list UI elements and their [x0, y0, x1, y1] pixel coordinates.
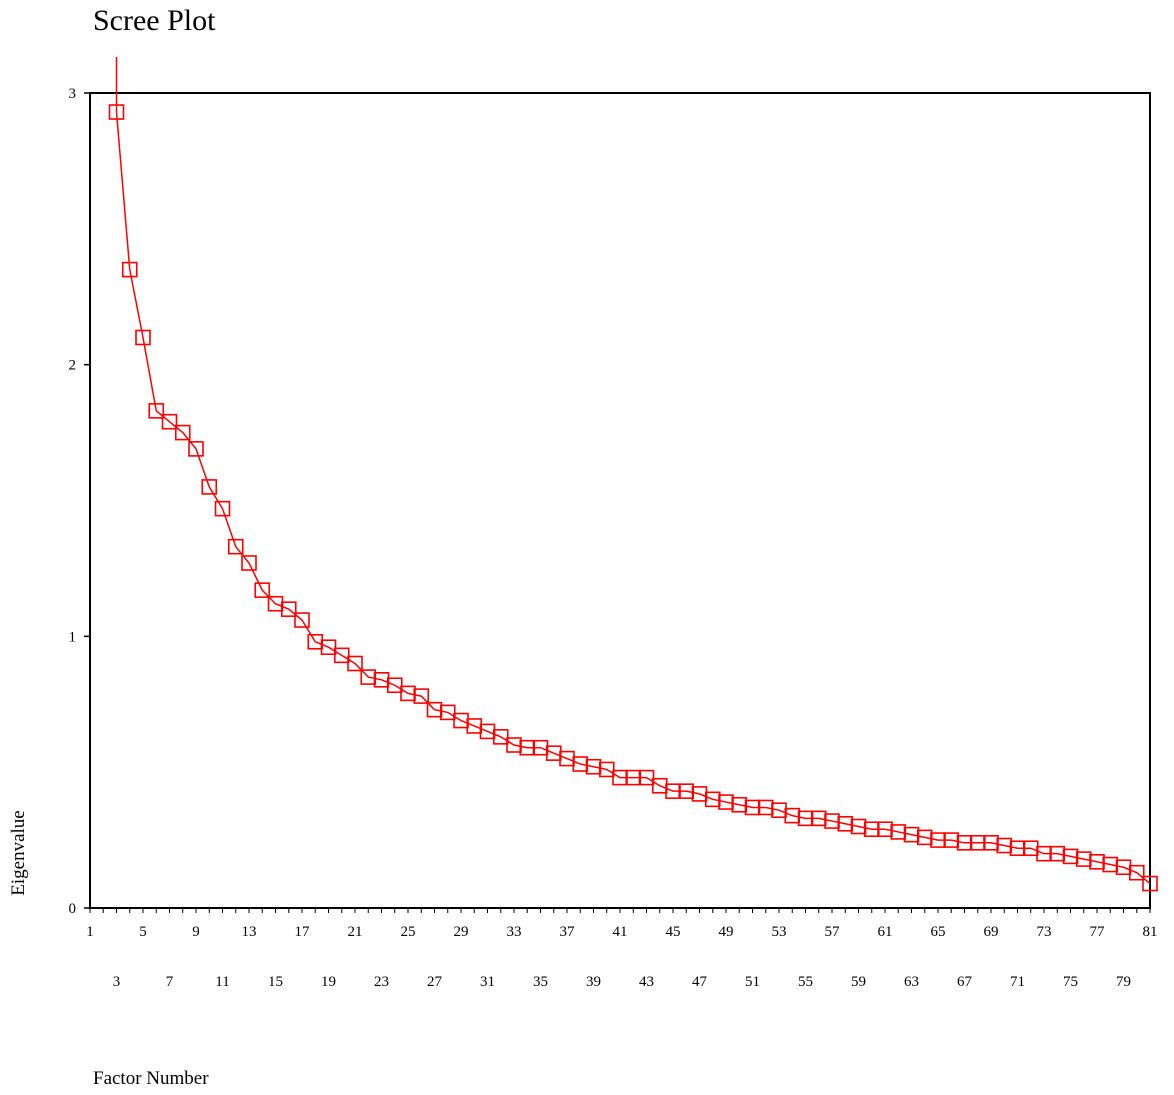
x-tick-label: 21 — [348, 924, 363, 940]
data-point-marker — [439, 704, 456, 721]
x-tick-label: 75 — [1063, 974, 1078, 990]
x-tick-label: 37 — [560, 924, 576, 940]
x-tick-label: 35 — [533, 974, 548, 990]
data-point-marker — [121, 261, 138, 278]
x-tick-label: 69 — [984, 924, 999, 940]
data-point-marker — [638, 769, 655, 786]
x-axis-label: Factor Number — [93, 1068, 209, 1089]
x-tick-label: 9 — [192, 924, 200, 940]
x-tick-label: 23 — [374, 974, 389, 990]
x-tick-label: 39 — [586, 974, 601, 990]
x-tick-label: 3 — [113, 974, 121, 990]
x-tick-label: 79 — [1116, 974, 1131, 990]
data-point-marker — [320, 639, 337, 656]
x-tick-label: 13 — [242, 924, 257, 940]
x-tick-label: 55 — [798, 974, 813, 990]
data-point-marker — [386, 677, 403, 694]
x-tick-label: 65 — [931, 924, 946, 940]
data-point-marker — [294, 612, 310, 628]
data-point-marker — [1128, 864, 1145, 881]
x-tick-label: 71 — [1010, 974, 1025, 990]
y-axis-ticks: 0 1 2 3 — [69, 86, 90, 917]
data-point-marker — [1142, 875, 1158, 892]
x-tick-label: 43 — [639, 974, 654, 990]
data-point-marker — [598, 761, 615, 778]
x-tick-label: 5 — [139, 924, 147, 940]
x-axis-ticks: 1 5 9 13 17 21 25 29 33 37 41 45 49 53 57 61 65 69 73 77 813… — [86, 908, 1158, 990]
data-point-marker — [333, 647, 350, 664]
data-point-marker — [135, 329, 151, 346]
x-tick-label: 15 — [268, 974, 283, 990]
data-point-marker — [161, 413, 178, 430]
x-tick-label: 59 — [851, 974, 866, 990]
x-tick-label: 25 — [401, 924, 416, 940]
data-point-marker — [201, 479, 218, 495]
data-point-marker — [188, 441, 204, 457]
data-point-marker — [413, 688, 430, 704]
eigenvalue-series — [108, 57, 1158, 892]
x-tick-label: 81 — [1143, 924, 1158, 940]
x-tick-label: 11 — [215, 974, 229, 990]
x-tick-label: 33 — [507, 924, 522, 940]
x-tick-label: 29 — [454, 924, 469, 940]
data-point-marker — [148, 403, 165, 419]
x-tick-label: 73 — [1037, 924, 1052, 940]
x-tick-label: 63 — [904, 974, 919, 990]
x-tick-label: 7 — [166, 974, 174, 990]
plot-frame — [89, 92, 1151, 909]
y-tick-label: 3 — [69, 86, 77, 102]
x-tick-label: 47 — [692, 974, 708, 990]
x-tick-label: 53 — [772, 924, 787, 940]
chart-title: Scree Plot — [93, 4, 216, 37]
y-tick-label: 1 — [69, 629, 77, 645]
x-tick-label: 45 — [666, 924, 681, 940]
x-tick-label: 27 — [427, 974, 443, 990]
data-point-marker — [214, 500, 231, 517]
data-point-marker — [174, 424, 191, 441]
y-tick-label: 0 — [69, 901, 77, 917]
x-tick-label: 1 — [86, 924, 94, 940]
x-tick-label: 19 — [321, 974, 336, 990]
data-point-marker — [108, 104, 125, 120]
x-tick-label: 77 — [1090, 924, 1106, 940]
x-tick-label: 31 — [480, 974, 495, 990]
data-point-marker — [347, 655, 363, 672]
data-point-marker — [227, 538, 244, 555]
y-tick-label: 2 — [69, 358, 77, 374]
x-tick-label: 49 — [719, 924, 734, 940]
x-tick-label: 17 — [295, 924, 311, 940]
data-point-marker — [241, 555, 257, 571]
data-point-marker — [280, 601, 297, 617]
series-line — [115, 111, 1151, 885]
x-tick-label: 57 — [825, 924, 841, 940]
x-tick-label: 61 — [878, 924, 893, 940]
x-tick-label: 51 — [745, 974, 760, 990]
x-tick-label: 41 — [613, 924, 628, 940]
data-point-marker — [254, 582, 271, 598]
x-tick-label: 67 — [957, 974, 973, 990]
data-point-marker — [492, 729, 509, 745]
